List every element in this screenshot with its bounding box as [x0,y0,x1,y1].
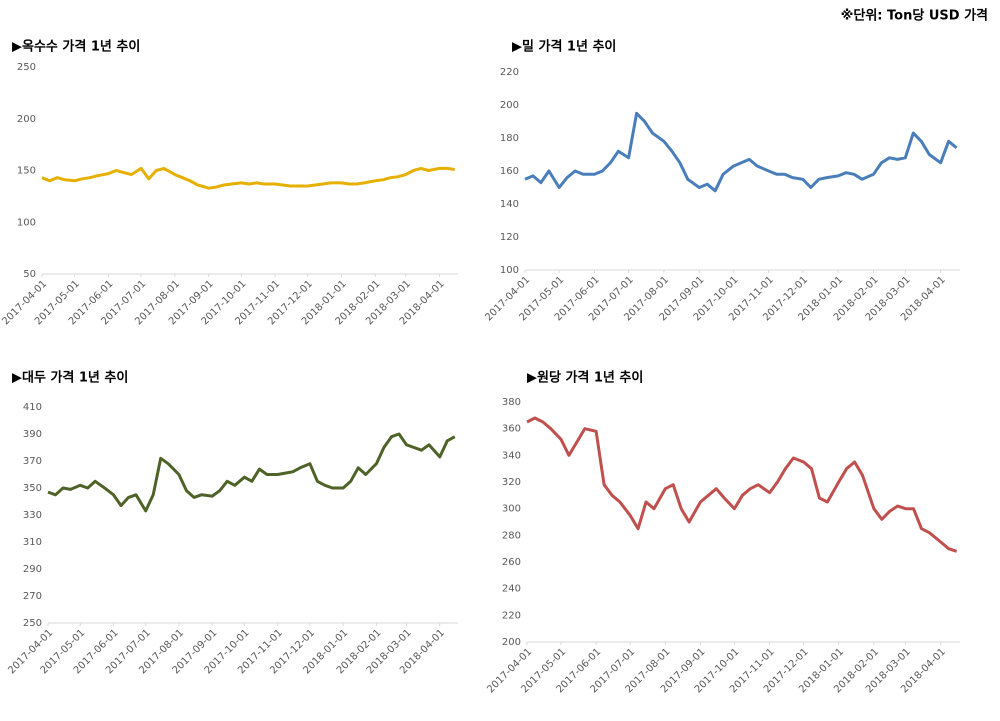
y-tick-label: 140 [500,199,519,210]
y-tick-label: 380 [502,397,521,408]
y-tick-label: 410 [23,402,42,413]
y-tick-label: 220 [502,610,521,621]
price-line [47,432,456,513]
chart-title: ▶밀 가격 1년 추이 [512,39,616,55]
price-line [41,166,455,190]
y-tick-label: 120 [500,232,519,243]
y-tick-label: 330 [23,510,42,521]
price-line [526,416,958,553]
unit-note: ※단위: Ton당 USD 가격 [841,8,988,24]
y-tick-label: 150 [17,166,36,177]
y-tick-label: 390 [23,429,42,440]
price-line [524,111,958,193]
y-tick-label: 180 [500,133,519,144]
y-tick-label: 300 [502,504,521,515]
y-tick-label: 340 [502,450,521,461]
y-tick-label: 250 [23,618,42,629]
y-tick-label: 310 [23,537,42,548]
y-tick-label: 350 [23,483,42,494]
y-tick-label: 250 [17,62,36,73]
y-tick-label: 160 [500,166,519,177]
y-tick-label: 260 [502,557,521,568]
y-tick-label: 370 [23,456,42,467]
chart-title: ▶옥수수 가격 1년 추이 [12,39,140,55]
y-tick-label: 280 [502,530,521,541]
y-tick-label: 220 [500,67,519,78]
y-tick-label: 240 [502,584,521,595]
chart-title: ▶대두 가격 1년 추이 [12,370,128,386]
chart-title: ▶원당 가격 1년 추이 [527,370,643,386]
y-tick-label: 100 [500,265,519,276]
y-tick-label: 200 [17,114,36,125]
y-tick-label: 360 [502,424,521,435]
y-tick-label: 270 [23,591,42,602]
y-tick-label: 100 [17,217,36,228]
y-tick-label: 50 [23,269,36,280]
y-tick-label: 200 [502,637,521,648]
y-tick-label: 200 [500,100,519,111]
y-tick-label: 320 [502,477,521,488]
y-tick-label: 290 [23,564,42,575]
